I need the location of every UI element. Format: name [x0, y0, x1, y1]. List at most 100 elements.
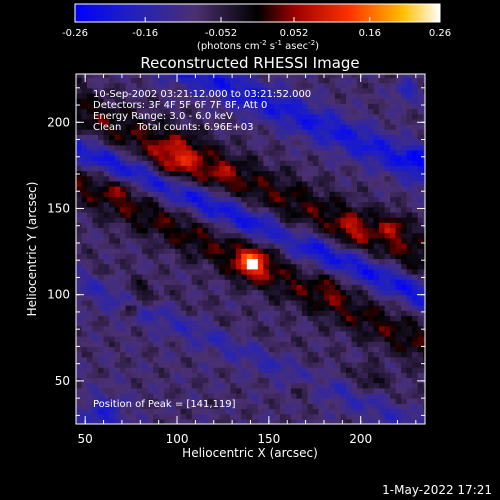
- heatmap-cell: [136, 113, 143, 120]
- heatmap-cell: [235, 367, 242, 373]
- heatmap-cell: [186, 129, 193, 135]
- heatmap-cell: [98, 170, 105, 177]
- heatmap-cell: [164, 196, 171, 203]
- heatmap-cell: [76, 274, 83, 280]
- heatmap-cell: [346, 217, 353, 223]
- heatmap-cell: [390, 232, 397, 239]
- heatmap-cell: [213, 77, 220, 84]
- heatmap-cell: [202, 108, 209, 115]
- heatmap-cell: [318, 129, 325, 135]
- heatmap-cell: [92, 377, 99, 384]
- heatmap-cell: [334, 392, 342, 399]
- heatmap-cell: [340, 356, 347, 363]
- heatmap-cell: [147, 74, 154, 79]
- heatmap-cell: [285, 134, 292, 141]
- heatmap-cell: [285, 118, 292, 125]
- heatmap-cell: [290, 398, 298, 404]
- heatmap-cell: [395, 191, 402, 198]
- heatmap-cell: [268, 320, 275, 327]
- heatmap-cell: [153, 144, 160, 151]
- heatmap-cell: [417, 377, 424, 384]
- heatmap-cell: [368, 413, 375, 420]
- heatmap-cell: [318, 367, 325, 373]
- heatmap-cell: [142, 263, 149, 270]
- heatmap-cell: [158, 134, 165, 141]
- heatmap-cell: [334, 129, 342, 135]
- heatmap-cell: [175, 351, 182, 358]
- heatmap-cell: [263, 351, 270, 358]
- heatmap-cell: [296, 180, 303, 187]
- heatmap-cell: [329, 310, 336, 316]
- heatmap-cell: [230, 103, 237, 110]
- heatmap-cell: [213, 258, 220, 265]
- heatmap-cell: [186, 341, 193, 348]
- heatmap-cell: [368, 418, 375, 424]
- heatmap-cell: [76, 356, 83, 363]
- heatmap-cell: [92, 418, 99, 424]
- heatmap-cell: [114, 242, 121, 249]
- heatmap-cell: [312, 263, 320, 270]
- heatmap-cell: [290, 320, 298, 327]
- heatmap-cell: [125, 186, 132, 192]
- heatmap-cell: [241, 315, 248, 322]
- heatmap-cell: [81, 82, 88, 89]
- heatmap-cell: [131, 222, 138, 229]
- heatmap-cell: [191, 268, 198, 275]
- heatmap-cell: [307, 356, 314, 363]
- heatmap-cell: [81, 180, 88, 187]
- heatmap-cell: [125, 418, 132, 424]
- heatmap-cell: [285, 237, 292, 244]
- heatmap-cell: [87, 227, 94, 234]
- heatmap-cell: [274, 87, 281, 94]
- heatmap-cell: [158, 211, 165, 218]
- heatmap-cell: [307, 139, 314, 146]
- heatmap-cell: [87, 299, 94, 306]
- heatmap-cell: [362, 356, 369, 363]
- heatmap-cell: [274, 274, 281, 280]
- heatmap-cell: [318, 103, 325, 110]
- heatmap-cell: [136, 206, 143, 213]
- heatmap-cell: [87, 392, 94, 399]
- heatmap-cell: [164, 387, 171, 394]
- heatmap-cell: [125, 299, 132, 306]
- heatmap-cell: [98, 392, 105, 399]
- heatmap-cell: [246, 330, 253, 337]
- heatmap-cell: [125, 336, 132, 342]
- heatmap-cell: [329, 341, 336, 348]
- heatmap-cell: [202, 372, 209, 379]
- heatmap-cell: [401, 289, 408, 296]
- heatmap-cell: [76, 372, 83, 379]
- heatmap-cell: [213, 211, 220, 218]
- heatmap-cell: [208, 222, 215, 229]
- heatmap-cell: [412, 305, 419, 311]
- heatmap-cell: [312, 87, 320, 94]
- heatmap-cell: [202, 253, 209, 260]
- heatmap-cell: [323, 263, 331, 270]
- heatmap-cell: [125, 206, 132, 213]
- heatmap-cell: [208, 325, 215, 332]
- heatmap-cell: [406, 356, 413, 363]
- heatmap-cell: [279, 310, 286, 316]
- heatmap-cell: [114, 170, 121, 177]
- heatmap-cell: [219, 367, 226, 373]
- heatmap-cell: [329, 361, 336, 368]
- heatmap-cell: [395, 165, 402, 172]
- heatmap-cell: [197, 403, 204, 410]
- heatmap-cell: [125, 274, 132, 280]
- heatmap-cell: [125, 201, 132, 208]
- heatmap-cell: [406, 232, 413, 239]
- heatmap-cell: [290, 413, 298, 420]
- heatmap-cell: [224, 408, 231, 415]
- heatmap-cell: [390, 144, 397, 151]
- heatmap-cell: [98, 206, 105, 213]
- heatmap-cell: [224, 387, 231, 394]
- heatmap-cell: [103, 294, 110, 301]
- heatmap-cell: [412, 129, 419, 135]
- heatmap-cell: [390, 299, 397, 306]
- heatmap-cell: [395, 92, 402, 99]
- heatmap-cell: [290, 242, 298, 249]
- heatmap-cell: [246, 336, 253, 342]
- heatmap-cell: [180, 232, 187, 239]
- heatmap-cell: [131, 175, 138, 182]
- heatmap-cell: [109, 248, 116, 254]
